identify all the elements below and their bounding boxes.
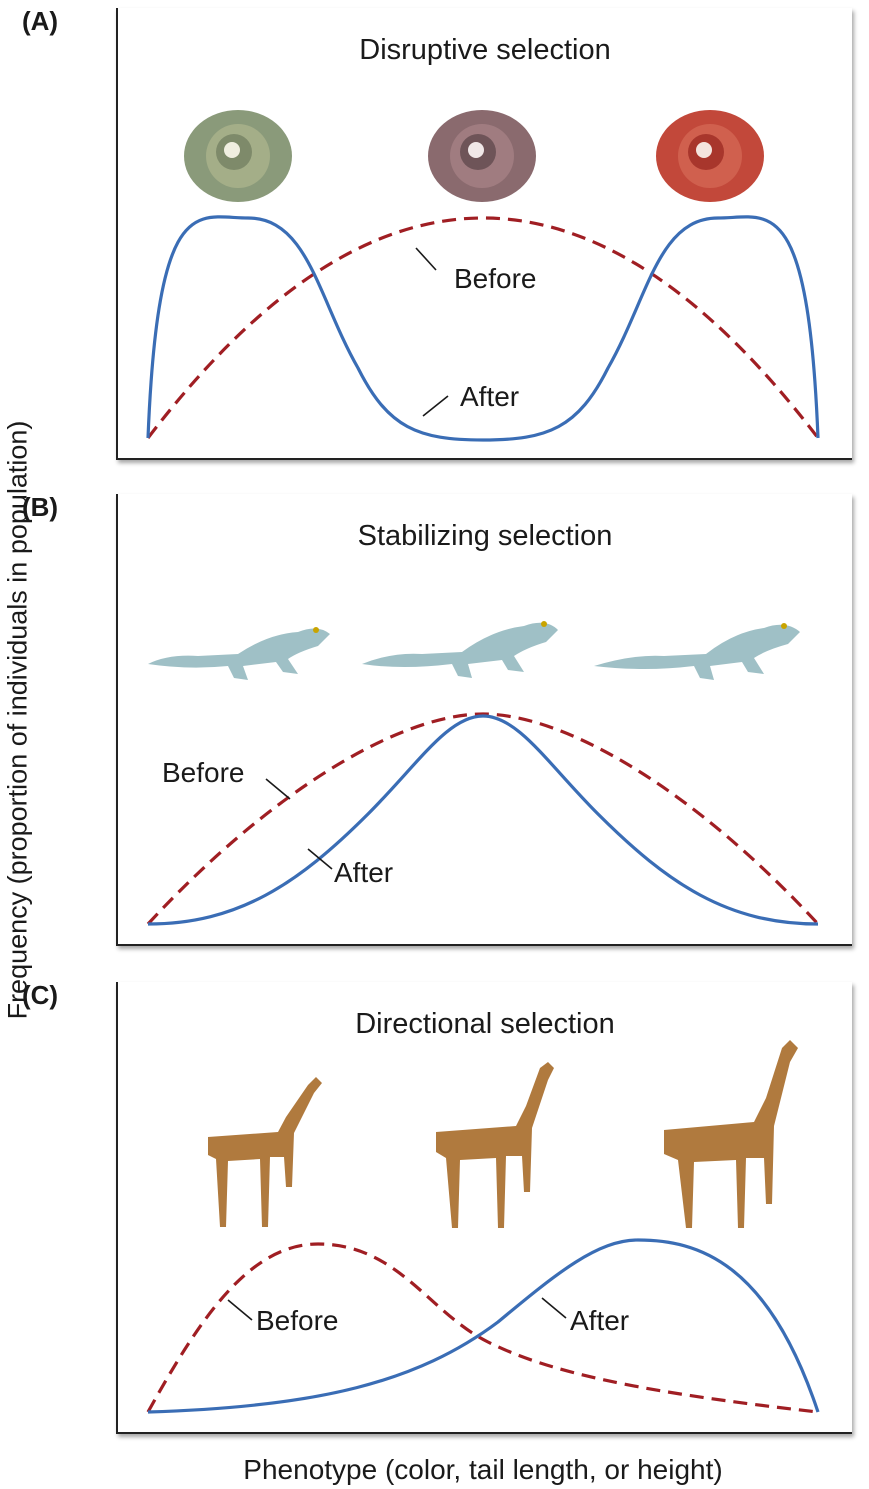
giraffe-icon [664, 1040, 798, 1228]
after-leader-line [541, 1297, 567, 1319]
after-curve [147, 714, 819, 926]
panel-c-graphic: Before After [146, 1040, 820, 1414]
snail-shell-icon [184, 110, 292, 202]
after-leader-line [422, 395, 449, 417]
panel-a-graphic: Before After [146, 110, 820, 442]
panel-c-letter: (C) [22, 980, 59, 1010]
snail-shell-icon [656, 110, 764, 202]
panel-a: Disruptive selection Before After [116, 8, 852, 460]
after-label: After [460, 381, 519, 412]
panel-b-graphic: Before After [146, 621, 820, 926]
after-label: After [570, 1305, 629, 1336]
before-curve [146, 216, 820, 439]
before-leader-line [227, 1299, 253, 1321]
x-axis-label: Phenotype (color, tail length, or height… [243, 1454, 723, 1485]
after-curve [146, 215, 820, 442]
after-curve [147, 1238, 820, 1414]
before-leader-line [265, 778, 291, 800]
panel-b: Stabilizing selection Before After [116, 494, 852, 946]
panel-a-letter: (A) [22, 6, 59, 36]
before-curve [146, 1242, 819, 1414]
before-curve [146, 712, 820, 926]
panel-b-letter: (B) [22, 492, 59, 522]
panel-b-title: Stabilizing selection [357, 520, 613, 552]
panel-c: Directional selection Before After [116, 982, 852, 1434]
gecko-icon [362, 621, 558, 678]
before-label: Before [256, 1305, 339, 1336]
snail-shell-icon [428, 110, 536, 202]
panel-c-title: Directional selection [355, 1008, 615, 1040]
gecko-icon [148, 627, 330, 680]
gecko-icon [594, 623, 800, 680]
before-leader-line [415, 247, 437, 271]
before-label: Before [454, 263, 537, 294]
giraffe-icon [208, 1077, 322, 1227]
after-leader-line [307, 848, 333, 870]
giraffe-icon [436, 1062, 554, 1228]
before-label: Before [162, 757, 245, 788]
after-label: After [334, 857, 393, 888]
panel-a-title: Disruptive selection [359, 34, 611, 66]
